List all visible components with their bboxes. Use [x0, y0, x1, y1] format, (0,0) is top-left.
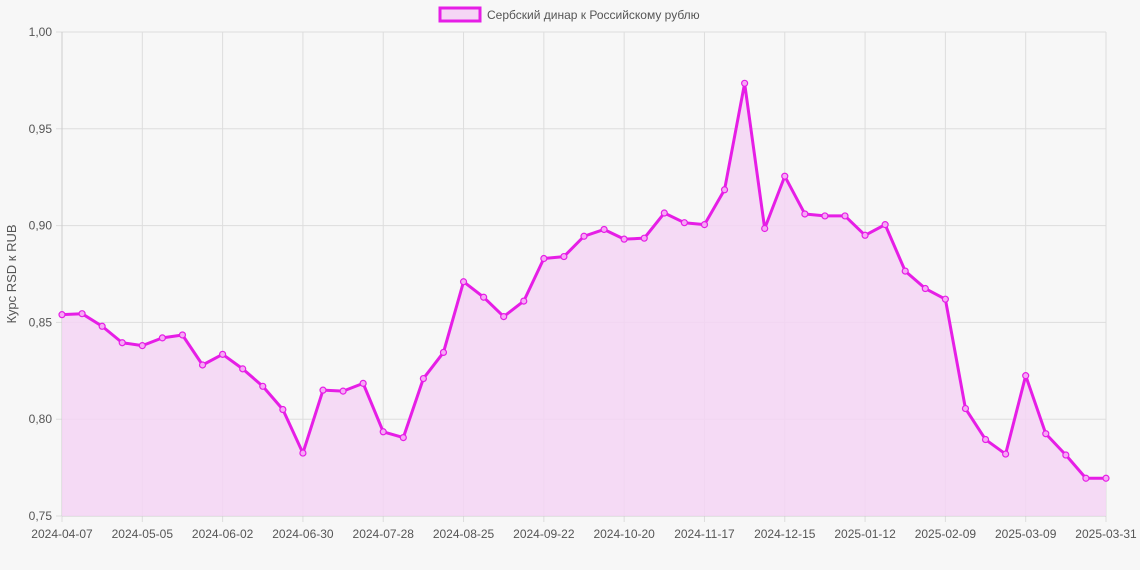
data-point — [1042, 430, 1050, 438]
data-point — [680, 219, 688, 227]
data-point — [359, 379, 367, 387]
data-point — [620, 235, 628, 243]
data-point — [941, 295, 949, 303]
data-point — [1082, 474, 1090, 482]
data-point — [660, 209, 668, 217]
data-point — [720, 186, 729, 194]
data-points — [58, 79, 1110, 482]
x-tick-label: 2024-12-15 — [754, 527, 816, 541]
data-point — [118, 339, 126, 347]
y-tick-label: 0,75 — [29, 509, 53, 523]
data-point — [700, 221, 709, 229]
x-tick-label: 2025-02-09 — [915, 527, 977, 541]
x-axis-ticks: 2024-04-07 2024-05-05 2024-06-02 2024-06-30… — [31, 527, 1137, 541]
x-tick-label: 2024-07-28 — [353, 527, 415, 541]
data-point — [1022, 372, 1030, 380]
data-point — [560, 252, 568, 261]
data-point — [98, 322, 106, 330]
data-point — [580, 232, 588, 240]
data-point — [520, 297, 528, 305]
data-point — [1062, 451, 1070, 459]
data-point — [178, 331, 187, 339]
legend-label: Сербский динар к Российскому рублю — [487, 8, 700, 22]
data-point — [439, 348, 448, 357]
data-point — [640, 234, 648, 242]
x-tick-label: 2025-03-09 — [995, 527, 1057, 541]
x-tick-label: 2024-05-05 — [112, 527, 174, 541]
legend-swatch[interactable] — [438, 6, 482, 23]
data-point — [480, 293, 488, 301]
y-tick-label: 1,00 — [29, 25, 53, 39]
y-axis-title: Курс RSD к RUB — [4, 224, 19, 323]
data-point — [319, 386, 327, 394]
x-tick-label: 2025-03-31 — [1075, 527, 1137, 541]
data-point — [821, 212, 829, 220]
data-point — [78, 310, 86, 318]
data-point — [500, 312, 508, 321]
legend[interactable]: Сербский динар к Российскому рублю — [438, 6, 700, 23]
data-point — [921, 284, 929, 293]
data-point — [239, 365, 247, 373]
area-fill — [62, 83, 1106, 517]
data-point — [299, 449, 307, 457]
data-point — [219, 350, 227, 358]
data-point — [259, 382, 267, 390]
y-axis-ticks: 1,00 0,95 0,90 0,85 0,80 0,75 — [29, 25, 53, 523]
x-tick-label: 2024-09-22 — [513, 527, 575, 541]
data-point — [540, 254, 548, 263]
data-point — [801, 210, 809, 218]
data-point — [138, 342, 146, 350]
x-tick-label: 2024-08-25 — [433, 527, 495, 541]
data-point — [981, 435, 990, 444]
data-point — [158, 334, 166, 342]
data-point — [881, 221, 889, 229]
area-path — [62, 83, 1106, 517]
x-tick-label: 2024-06-02 — [192, 527, 254, 541]
x-tick-label: 2024-11-17 — [674, 527, 735, 541]
data-point — [279, 405, 287, 414]
data-point — [459, 278, 468, 286]
x-tick-label: 2024-04-07 — [31, 527, 93, 541]
data-point — [399, 433, 407, 442]
data-point — [339, 387, 347, 395]
data-point — [961, 404, 970, 413]
data-point — [1102, 474, 1110, 482]
data-point — [58, 311, 66, 319]
data-point — [781, 172, 789, 180]
data-point — [1002, 450, 1010, 458]
y-tick-label: 0,95 — [29, 122, 53, 136]
x-tick-label: 2024-06-30 — [272, 527, 334, 541]
y-tick-label: 0,80 — [29, 412, 53, 426]
y-tick-label: 0,90 — [29, 219, 53, 233]
data-point — [600, 225, 608, 234]
data-point — [861, 231, 869, 239]
data-point — [741, 79, 749, 87]
data-point — [901, 267, 909, 275]
data-point — [379, 428, 387, 436]
data-point — [761, 224, 769, 233]
x-tick-label: 2024-10-20 — [593, 527, 655, 541]
data-point — [198, 361, 207, 369]
data-point — [841, 212, 849, 220]
x-tick-label: 2025-01-12 — [834, 527, 896, 541]
data-point — [419, 374, 427, 383]
y-tick-label: 0,85 — [29, 315, 53, 329]
